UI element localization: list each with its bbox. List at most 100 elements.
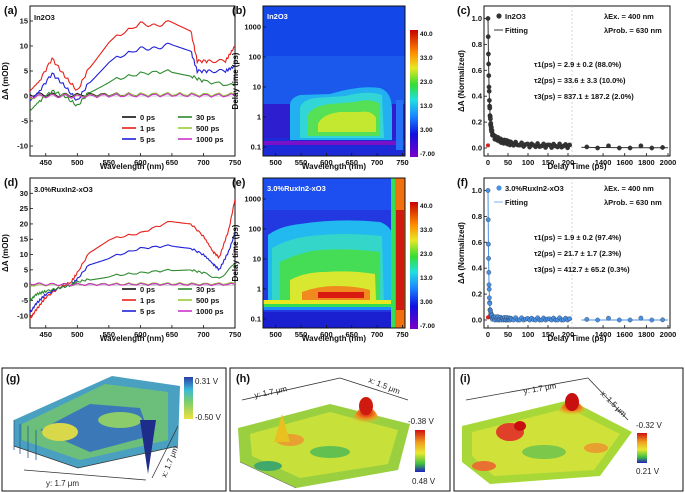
axis-y-line-h xyxy=(241,377,341,401)
panel-b: (b) In2O3 500 550 600 650 700 750 0.1 1 10 100 100… xyxy=(231,5,435,171)
panel-label-h: (h) xyxy=(236,373,250,385)
data-point xyxy=(660,317,665,323)
panel-h: (h) y: 1.7 μm x: 1.5 μm -0.38 V 0.48 V xyxy=(229,367,451,492)
legend-label: 30 ps xyxy=(196,113,215,122)
excitation-c: λEx. = 400 nm xyxy=(604,12,654,21)
colorbar-top-i: -0.32 V xyxy=(636,421,662,430)
legend-label: 1 ps xyxy=(140,124,155,133)
x-tick-label: 0 xyxy=(486,330,490,339)
x-tick-label: 1400 xyxy=(595,330,612,339)
x-tick-label: 2000 xyxy=(660,158,677,167)
data-point-baseline xyxy=(486,143,490,148)
x-tick-label: 750 xyxy=(229,158,242,167)
y-axis-label-b: Delay time (ps) xyxy=(231,52,240,109)
y-tick-label: 1000 xyxy=(244,194,261,203)
y-axis-label-e: Delay time (ps) xyxy=(231,224,240,281)
data-point xyxy=(488,116,493,122)
colorbar-tick-label: 13.0 xyxy=(420,275,433,282)
x-tick-label: 550 xyxy=(295,330,308,339)
data-point xyxy=(487,105,493,111)
data-point xyxy=(487,98,492,103)
ticks-f: 0 50 100 150 200 1400 1600 1800 2000 0.0 0.2 0.4 0.6… xyxy=(472,186,677,339)
axis-x-line-g xyxy=(151,425,179,479)
fit-tau2-c: τ2(ps) = 33.6 ± 3.3 (10.0%) xyxy=(534,76,626,85)
data-point xyxy=(486,73,492,78)
plot-frame-f xyxy=(483,177,671,329)
colorbar-tick-label: 3.00 xyxy=(420,299,433,306)
y-tick-label: 5 xyxy=(24,67,28,76)
colorbar-tick-label: -7.00 xyxy=(420,151,435,158)
legend-sample-f: 3.0%RuxIn2-xO3 xyxy=(505,184,564,193)
series-line-30ps xyxy=(30,69,235,112)
colorbar-ticks-b: 40.0 33.0 23.0 13.0 3.00 -7.00 xyxy=(420,31,435,158)
y-tick-label: 0.6 xyxy=(472,238,482,247)
x-tick-label: 550 xyxy=(103,158,116,167)
y-tick-label: -10 xyxy=(17,142,28,151)
panel-label-a: (a) xyxy=(4,5,18,17)
data-point xyxy=(519,140,524,146)
fit-tau2-f: τ2(ps) = 21.7 ± 1.7 (2.3%) xyxy=(534,249,622,258)
colorbar-bottom-h: 0.48 V xyxy=(412,477,436,486)
x-tick-label: 650 xyxy=(166,330,179,339)
y-tick-label: 30 xyxy=(20,189,28,198)
panel-label-g: (g) xyxy=(6,373,20,385)
y-tick-label: 20 xyxy=(20,219,28,228)
y-tick-label: 100 xyxy=(248,52,261,61)
x-tick-label: 100 xyxy=(522,330,535,339)
data-point xyxy=(660,145,665,150)
y-tick-label: 1 xyxy=(257,112,261,121)
x-tick-label: 100 xyxy=(522,158,535,167)
x-tick-label: 600 xyxy=(134,330,147,339)
x-tick-label: 750 xyxy=(396,158,409,167)
x-tick-label: 550 xyxy=(295,158,308,167)
colorbar-tick-label: -7.00 xyxy=(420,323,435,330)
y-tick-label: -10 xyxy=(17,311,28,320)
legend-label: 1000 ps xyxy=(196,307,224,316)
data-point xyxy=(649,145,655,151)
surface-i xyxy=(462,393,632,484)
data-point xyxy=(616,317,622,323)
y-tick-label: 0.0 xyxy=(472,144,482,153)
heatmap-b xyxy=(263,6,405,156)
x-tick-label: 1400 xyxy=(595,158,612,167)
legend-fitting-c: Fitting xyxy=(505,26,528,35)
decay-series-f xyxy=(485,188,668,323)
x-tick-label: 50 xyxy=(504,330,512,339)
y-tick-label: 0.8 xyxy=(472,40,482,49)
x-tick-label: 650 xyxy=(345,158,358,167)
y-tick-label: 0.6 xyxy=(472,66,482,75)
legend-marker-f xyxy=(496,185,502,191)
colorbar-tick-label: 23.0 xyxy=(420,251,433,258)
data-point xyxy=(486,84,492,90)
colorbar-b xyxy=(410,30,418,157)
panel-g: (g) 0.31 V -0.50 V y: 1.7 μm x: 1.7 μm xyxy=(1,367,227,492)
data-point xyxy=(595,317,600,323)
x-tick-label: 150 xyxy=(542,330,555,339)
x-tick-label: 600 xyxy=(320,158,333,167)
x-axis-label-d: Wavelength (nm) xyxy=(100,334,164,343)
data-point xyxy=(567,142,572,148)
panel-label-i: (i) xyxy=(460,373,471,385)
legend-label: 500 ps xyxy=(196,296,219,305)
colorbar-bottom-g: -0.50 V xyxy=(195,413,221,422)
legend-c: In2O3 Fitting xyxy=(494,12,528,35)
x-tick-label: 450 xyxy=(40,158,53,167)
axis-x-line-i xyxy=(587,377,629,421)
y-tick-label: 15 xyxy=(20,17,28,26)
plot-frame-d xyxy=(29,177,236,329)
x-tick-label: 500 xyxy=(269,158,282,167)
data-point xyxy=(489,128,495,133)
panel-c: (c) 0 50 100 150 200 1400 1600 1800 2000 0.0 0.2 0.… xyxy=(457,5,676,171)
data-point xyxy=(487,295,492,301)
plot-frame-b xyxy=(262,5,406,157)
x-tick-label: 1600 xyxy=(616,330,633,339)
plot-frame-a xyxy=(29,5,236,157)
fit-tau1-f: τ1(ps) = 1.9 ± 0.2 (97.4%) xyxy=(534,233,622,242)
panel-d: (d) 3.0%RuxIn2-xO3 450 500 550 600 650 700 750… xyxy=(1,177,241,343)
surface-h xyxy=(238,397,410,489)
panel-f: (f) 0 50 100 150 200 1400 1600 1800 2000 0.0 0.2 0.… xyxy=(457,177,676,343)
data-point xyxy=(486,270,492,275)
x-tick-label: 1800 xyxy=(638,158,655,167)
x-tick-label: 200 xyxy=(562,330,575,339)
data-point xyxy=(486,282,492,288)
